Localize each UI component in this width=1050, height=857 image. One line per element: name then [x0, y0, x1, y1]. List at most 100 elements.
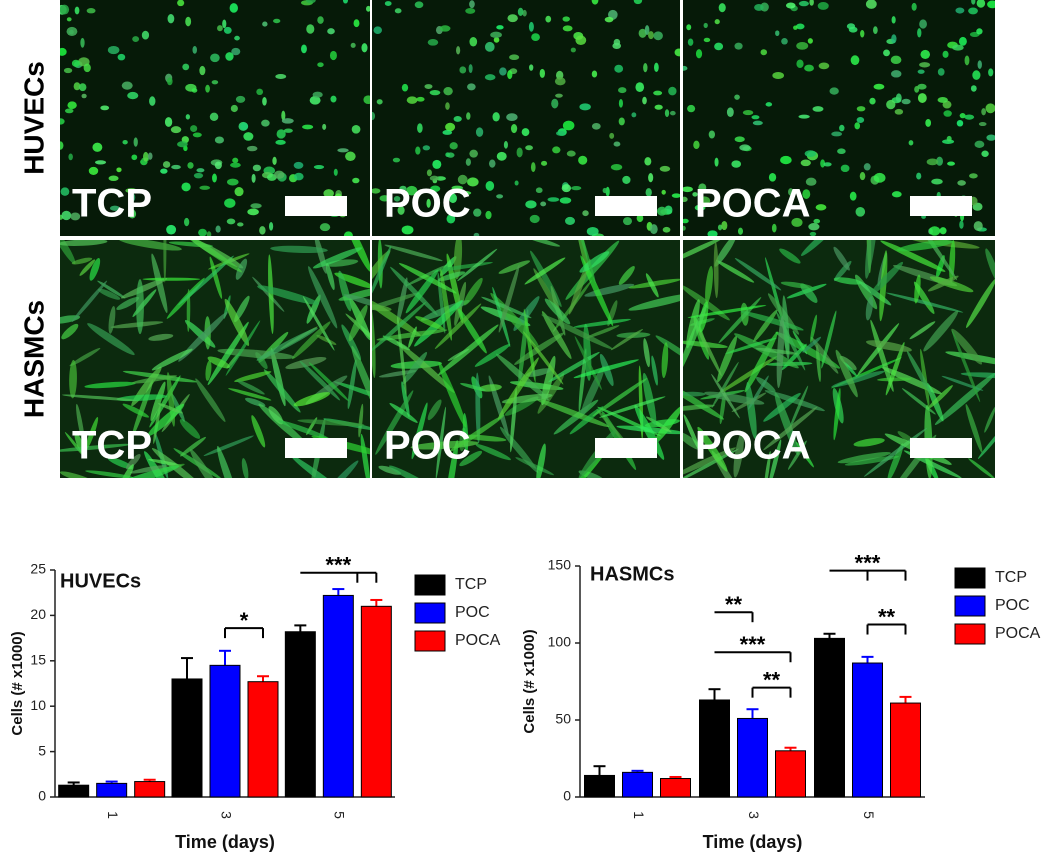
- cell: [683, 186, 693, 193]
- cell: [74, 6, 80, 15]
- cell: [725, 337, 777, 354]
- cell: [821, 310, 837, 369]
- cell: [687, 104, 696, 113]
- cell: [951, 330, 981, 403]
- cell: [182, 63, 190, 71]
- cell: [92, 142, 103, 152]
- cell: [808, 223, 820, 231]
- bar: [852, 662, 883, 798]
- cell: [445, 102, 450, 110]
- cell: [308, 266, 338, 329]
- cell: [127, 91, 139, 100]
- cell: [574, 336, 602, 390]
- cell: [974, 140, 985, 148]
- cell: [541, 311, 572, 359]
- cell: [129, 465, 168, 474]
- cell: [167, 14, 175, 24]
- cell: [86, 8, 96, 14]
- bar: [58, 784, 90, 798]
- cell: [815, 204, 827, 211]
- cell: [396, 341, 455, 393]
- cell: [810, 314, 817, 343]
- cell: [88, 166, 99, 175]
- cell: [544, 298, 571, 325]
- cell: [199, 185, 211, 190]
- cell: [449, 142, 458, 150]
- cell: [236, 379, 265, 395]
- cell: [166, 224, 177, 235]
- cell: [860, 30, 865, 38]
- cell: [256, 327, 318, 361]
- cell: [833, 277, 863, 285]
- cell: [901, 98, 911, 105]
- cell: [671, 193, 680, 198]
- cell: [683, 377, 724, 420]
- panel-label: TCP: [72, 182, 152, 226]
- cell: [456, 46, 461, 55]
- cell: [574, 240, 596, 284]
- cell: [683, 304, 707, 376]
- cell: [578, 348, 587, 412]
- cell: [839, 124, 845, 132]
- cell: [485, 180, 495, 191]
- cell: [914, 85, 920, 93]
- cell: [160, 168, 168, 174]
- x-tick-label: 1: [631, 811, 647, 819]
- cell: [416, 96, 425, 102]
- bar: [209, 664, 241, 798]
- cell: [499, 426, 539, 473]
- cell: [891, 16, 896, 24]
- cell: [141, 30, 150, 40]
- cell: [563, 447, 609, 478]
- cell: [389, 402, 418, 423]
- cell: [445, 122, 456, 132]
- cell: [376, 99, 383, 105]
- cell: [920, 49, 931, 59]
- cell: [69, 359, 77, 399]
- cell: [475, 127, 484, 137]
- cell: [831, 131, 843, 137]
- cell: [270, 245, 328, 254]
- cell: [170, 126, 182, 134]
- cell: [206, 231, 212, 236]
- cell: [764, 451, 771, 478]
- cell: [906, 350, 933, 396]
- cell: [535, 187, 543, 194]
- cell: [958, 36, 967, 46]
- cell: [622, 217, 632, 226]
- cell: [686, 299, 700, 349]
- cell: [809, 231, 817, 236]
- cell: [347, 359, 357, 409]
- cell: [185, 114, 190, 120]
- cell: [531, 33, 540, 42]
- cell: [579, 251, 610, 273]
- bar: [284, 631, 316, 798]
- cell: [771, 223, 777, 233]
- cell: [401, 83, 409, 92]
- cell: [372, 111, 376, 121]
- cell: [925, 119, 932, 127]
- panel-label: POCA: [695, 424, 811, 468]
- cell: [573, 318, 631, 328]
- x-tick-label: 1: [105, 811, 121, 819]
- cell: [61, 394, 138, 401]
- cell: [473, 232, 480, 236]
- cell: [726, 107, 734, 118]
- cell: [397, 317, 407, 396]
- cell: [973, 221, 983, 231]
- cell: [60, 187, 70, 196]
- cell: [917, 83, 927, 90]
- cell: [756, 376, 776, 393]
- cell: [94, 160, 107, 165]
- cell: [859, 172, 866, 181]
- cell: [205, 84, 210, 93]
- cell: [71, 257, 93, 265]
- cell: [873, 83, 885, 90]
- cell: [319, 223, 331, 232]
- cell: [911, 2, 917, 11]
- cell: [945, 351, 995, 367]
- cell: [886, 99, 896, 110]
- cell: [733, 431, 744, 478]
- cell: [342, 0, 349, 4]
- cell: [683, 391, 706, 397]
